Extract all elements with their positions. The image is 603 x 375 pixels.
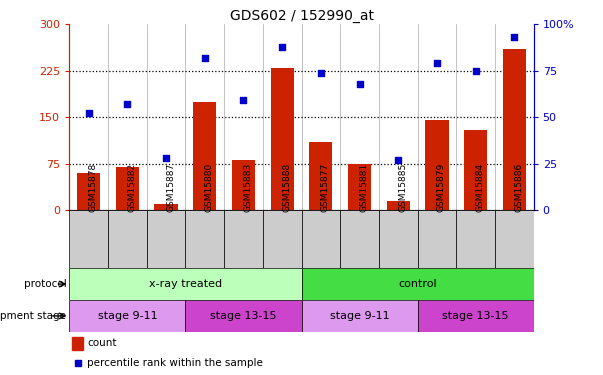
Text: percentile rank within the sample: percentile rank within the sample (87, 358, 264, 368)
Bar (108, 210, 147, 268)
Text: x-ray treated: x-ray treated (149, 279, 222, 289)
Point (355, 81, 364, 87)
Text: GSM15885: GSM15885 (398, 162, 407, 212)
Bar (417, 300, 534, 332)
Bar (309, 142, 332, 210)
Text: GDS602 / 152990_at: GDS602 / 152990_at (230, 9, 373, 23)
Bar (186, 300, 302, 332)
Bar (154, 204, 178, 210)
Point (200, 55, 210, 61)
Bar (69, 210, 108, 268)
Bar (232, 160, 255, 210)
Bar (147, 210, 186, 268)
Text: stage 9-11: stage 9-11 (330, 311, 390, 321)
Text: stage 13-15: stage 13-15 (210, 311, 277, 321)
Point (122, 101, 132, 107)
Bar (77, 173, 100, 210)
Point (393, 157, 403, 163)
Bar (340, 210, 379, 268)
Bar (417, 210, 456, 268)
Text: stage 9-11: stage 9-11 (98, 311, 157, 321)
Bar (387, 201, 410, 210)
Bar (69, 300, 186, 332)
Text: GSM15877: GSM15877 (321, 162, 330, 212)
Text: GSM15886: GSM15886 (514, 162, 523, 212)
Text: GSM15882: GSM15882 (127, 163, 136, 212)
Bar (464, 130, 487, 210)
Bar (379, 210, 417, 268)
Bar (495, 210, 534, 268)
Text: protocol: protocol (24, 279, 66, 289)
Text: GSM15880: GSM15880 (205, 162, 214, 212)
Text: GSM15878: GSM15878 (89, 162, 98, 212)
Bar (193, 102, 216, 210)
Bar (302, 210, 340, 268)
Bar (271, 68, 294, 210)
Point (84, 111, 93, 117)
Point (73, 360, 83, 366)
Point (316, 70, 326, 76)
Text: GSM15887: GSM15887 (166, 162, 175, 212)
Text: GSM15879: GSM15879 (437, 162, 446, 212)
Text: stage 13-15: stage 13-15 (443, 311, 509, 321)
Point (471, 68, 481, 74)
Bar (224, 210, 263, 268)
Bar (425, 120, 449, 210)
Bar (263, 210, 302, 268)
Bar (456, 210, 495, 268)
Bar (116, 166, 139, 210)
Text: GSM15881: GSM15881 (359, 162, 368, 212)
Bar (72, 337, 83, 350)
Bar (503, 49, 526, 210)
Point (277, 44, 287, 50)
Bar (302, 268, 534, 300)
Text: control: control (398, 279, 437, 289)
Point (510, 34, 519, 40)
Point (432, 60, 442, 66)
Text: GSM15883: GSM15883 (244, 162, 253, 212)
Bar (302, 300, 417, 332)
Point (239, 98, 248, 104)
Bar (69, 268, 302, 300)
Bar (186, 210, 224, 268)
Point (161, 155, 171, 161)
Text: count: count (87, 338, 117, 348)
Bar (348, 164, 371, 210)
Text: GSM15888: GSM15888 (282, 162, 291, 212)
Text: development stage: development stage (0, 311, 66, 321)
Text: GSM15884: GSM15884 (476, 163, 485, 212)
